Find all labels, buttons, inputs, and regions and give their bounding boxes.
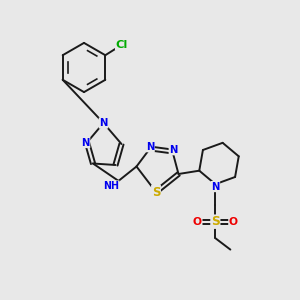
Text: N: N (146, 142, 154, 152)
Text: S: S (152, 185, 160, 199)
Text: N: N (211, 182, 220, 192)
Text: N: N (99, 118, 108, 128)
Text: Cl: Cl (116, 40, 128, 50)
Text: N: N (81, 137, 90, 148)
Text: O: O (193, 217, 202, 227)
Text: N: N (169, 145, 178, 155)
Text: S: S (211, 215, 220, 228)
Text: O: O (229, 217, 238, 227)
Text: NH: NH (103, 181, 119, 191)
